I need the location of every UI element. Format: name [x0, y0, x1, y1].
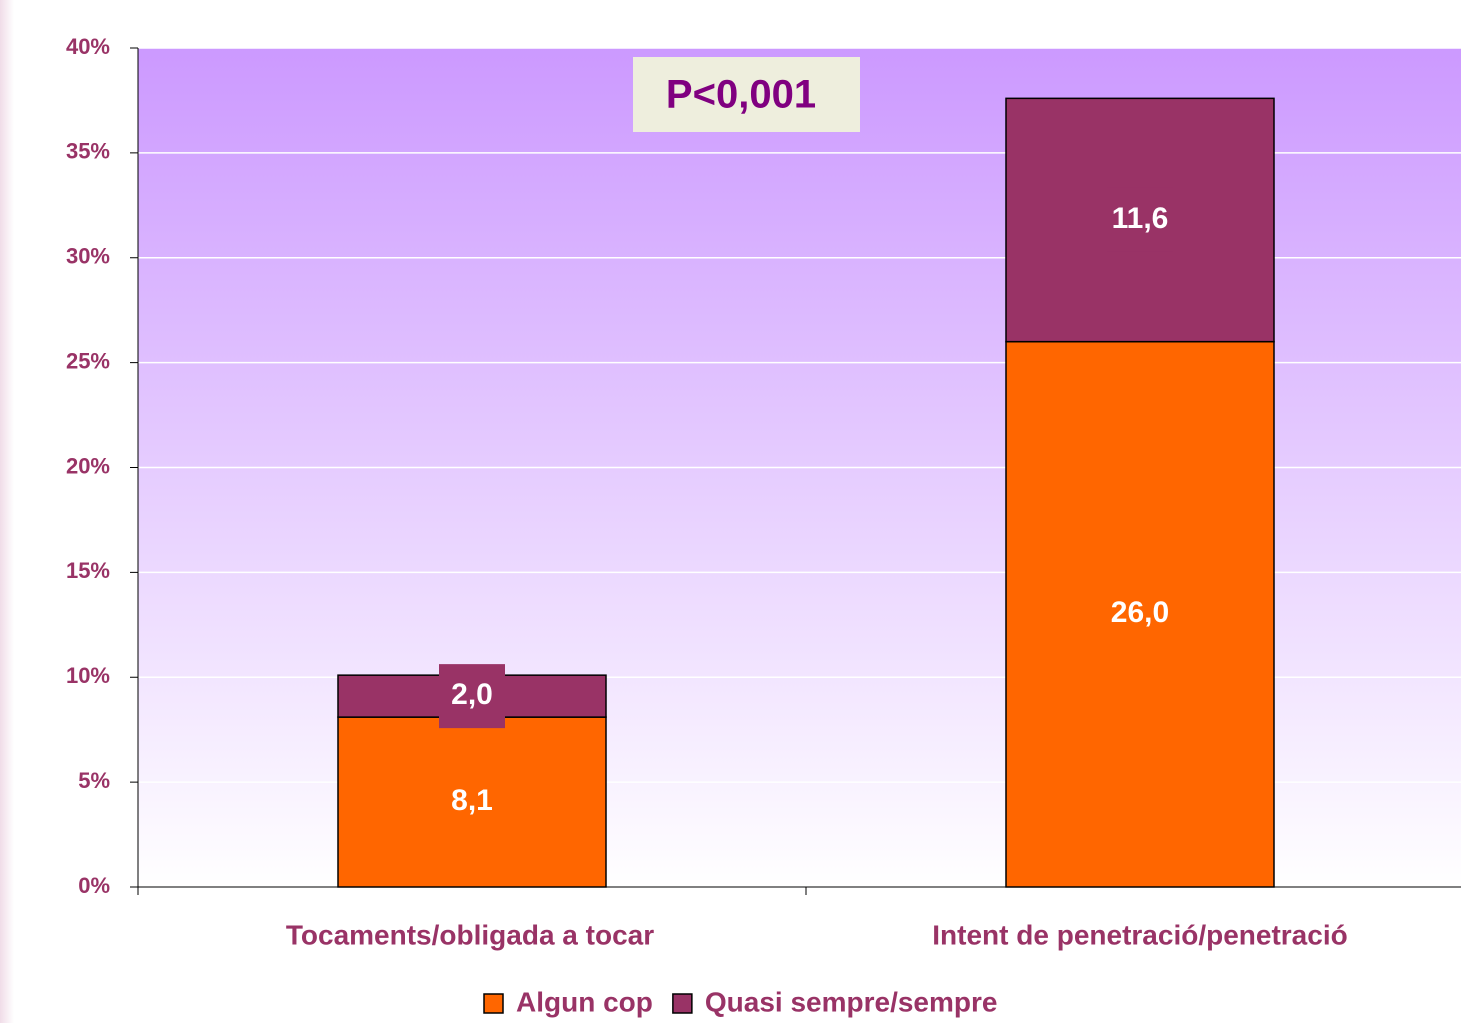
y-tick-label: 40%: [66, 34, 110, 59]
legend-label: Algun cop: [516, 986, 653, 1017]
x-tick-label: Intent de penetració/penetració: [932, 919, 1347, 950]
annotation-box: [633, 57, 860, 132]
legend-swatch: [483, 993, 504, 1014]
annotation: P<0,001: [666, 73, 816, 117]
x-tick-label: Tocaments/obligada a tocar: [286, 919, 654, 950]
legend-label: Quasi sempre/sempre: [705, 986, 998, 1017]
y-tick-label: 0%: [78, 873, 110, 898]
value-label-bg: [439, 770, 505, 835]
y-tick-label: 20%: [66, 453, 110, 478]
value-label: 11,6: [1112, 202, 1169, 235]
page-edge: [0, 0, 14, 1023]
y-tick-label: 15%: [66, 558, 110, 583]
value-label: 8,1: [451, 784, 493, 817]
value-label-bg: [1107, 187, 1173, 252]
value-label-bg: [1107, 582, 1173, 647]
legend-swatch: [672, 993, 693, 1014]
y-tick-label: 5%: [78, 768, 110, 793]
value-label: 2,0: [451, 678, 493, 711]
y-tick-label: 25%: [66, 348, 110, 373]
value-label-bg: [439, 664, 505, 729]
y-tick-label: 35%: [66, 139, 110, 164]
y-tick-label: 10%: [66, 663, 110, 688]
value-label: 26,0: [1111, 596, 1169, 629]
y-tick-label: 30%: [66, 244, 110, 269]
